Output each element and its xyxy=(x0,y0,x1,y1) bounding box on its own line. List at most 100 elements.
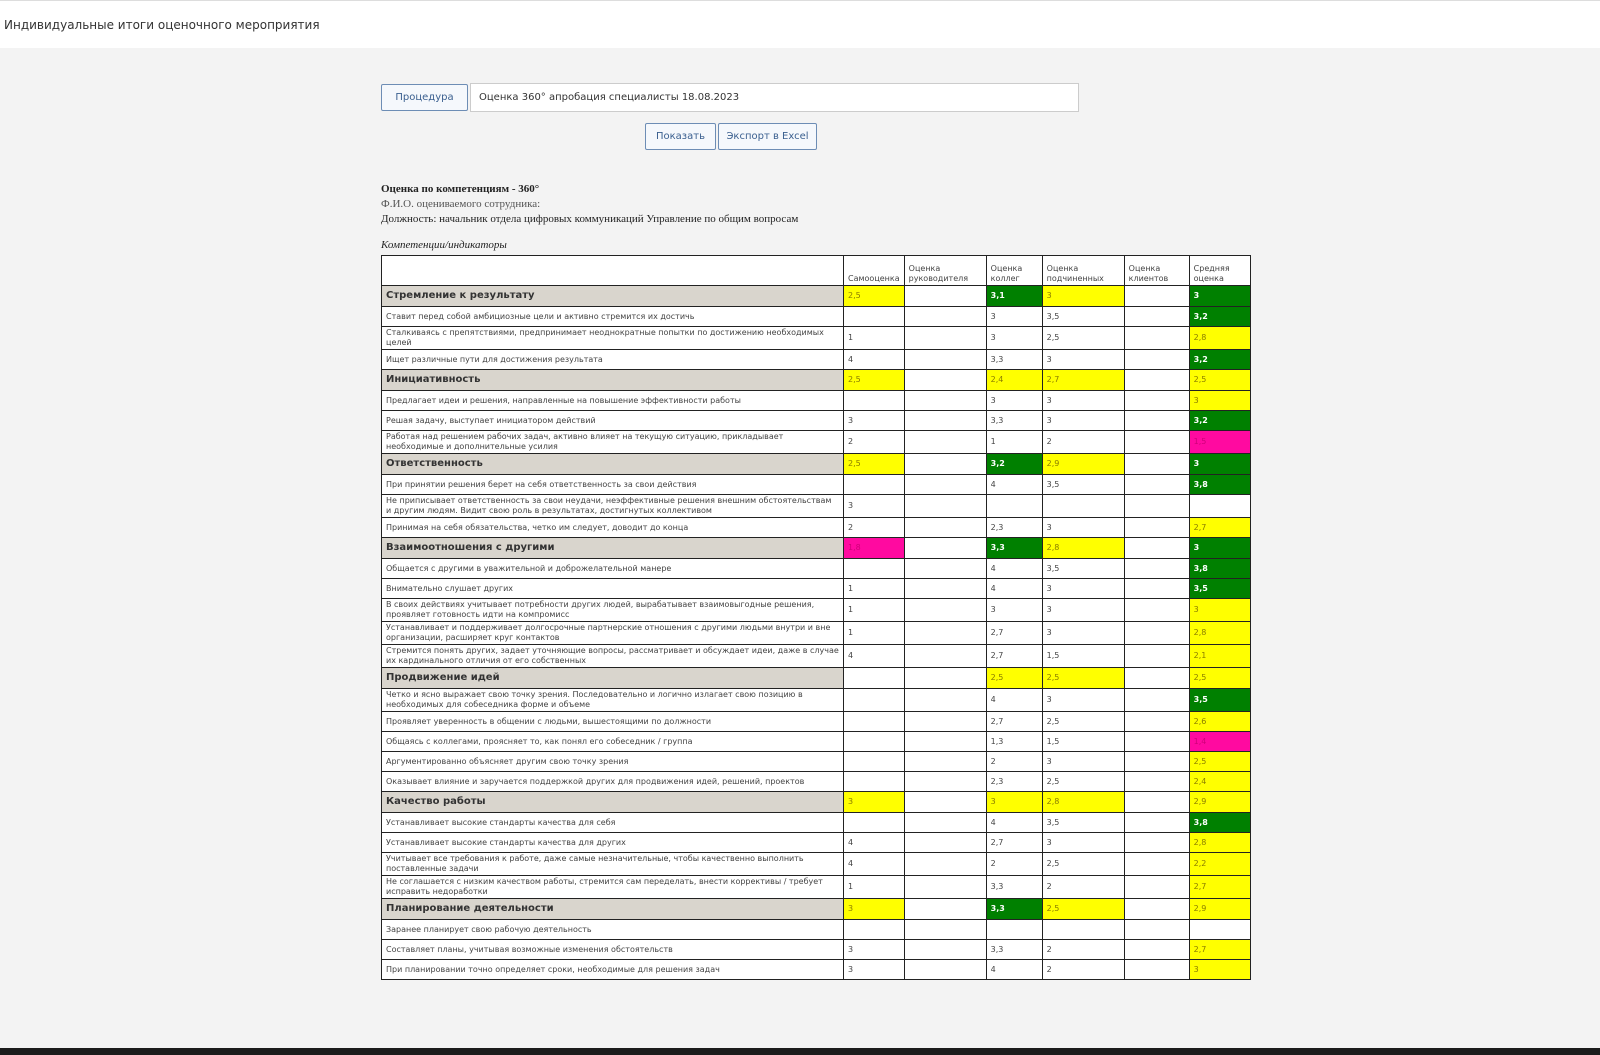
indicator-row: Сталкиваясь с препятствиями, предпринима… xyxy=(381,326,1251,350)
report-title: Оценка по компетенциям - 360° xyxy=(381,183,540,195)
score-cell: 2,9 xyxy=(1188,898,1251,920)
score-cell xyxy=(1123,852,1190,876)
score-cell xyxy=(903,453,987,475)
score-cell: 3 xyxy=(985,390,1043,411)
score-cell: 3 xyxy=(1041,598,1125,622)
score-cell: 3,2 xyxy=(1188,349,1251,370)
score-cell: 2,8 xyxy=(1188,832,1251,853)
score-cell xyxy=(903,326,987,350)
row-name: Общаясь с коллегами, проясняет то, как п… xyxy=(381,731,844,752)
score-cell xyxy=(1123,751,1190,772)
score-cell xyxy=(1123,939,1190,960)
score-cell: 2,5 xyxy=(1188,751,1251,772)
procedure-input[interactable]: Оценка 360° апробация специалисты 18.08.… xyxy=(470,83,1079,112)
score-cell: 3 xyxy=(843,959,905,980)
procedure-label[interactable]: Процедура xyxy=(381,84,468,111)
score-cell: 2,5 xyxy=(1188,667,1251,689)
results-table: Самооценка Оценка руководителя Оценка колл… xyxy=(381,255,1251,980)
score-cell xyxy=(985,919,1043,940)
score-cell xyxy=(1041,919,1125,940)
score-cell: 2 xyxy=(843,430,905,454)
competency-row: Инициативность 2,5 2,4 2,7 2,5 xyxy=(381,369,1251,391)
score-cell: 2,6 xyxy=(1188,711,1251,732)
score-cell: 2,7 xyxy=(1041,369,1125,391)
score-cell: 3 xyxy=(1041,751,1125,772)
score-cell xyxy=(1041,494,1125,518)
indicator-row: Устанавливает и поддерживает долгосрочны… xyxy=(381,621,1251,645)
row-name: Принимая на себя обязательства, четко им… xyxy=(381,517,844,538)
score-cell xyxy=(903,852,987,876)
score-cell: 2,3 xyxy=(985,517,1043,538)
indicator-row: Проявляет уверенность в общении с людьми… xyxy=(381,711,1251,732)
row-name: Устанавливает высокие стандарты качества… xyxy=(381,812,844,833)
row-name: Ищет различные пути для достижения резул… xyxy=(381,349,844,370)
score-cell: 2,5 xyxy=(1041,852,1125,876)
score-cell xyxy=(1123,558,1190,579)
score-cell: 2,8 xyxy=(1188,326,1251,350)
score-cell xyxy=(1123,285,1190,307)
score-cell: 4 xyxy=(985,474,1043,495)
score-cell: 2,5 xyxy=(1041,326,1125,350)
score-cell xyxy=(1123,369,1190,391)
score-cell xyxy=(1123,494,1190,518)
score-cell xyxy=(1123,771,1190,792)
indicator-row: Общаясь с коллегами, проясняет то, как п… xyxy=(381,731,1251,752)
indicator-row: В своих действиях учитывает потребности … xyxy=(381,598,1251,622)
score-cell: 1,4 xyxy=(1188,731,1251,752)
score-cell xyxy=(1123,474,1190,495)
score-cell: 3 xyxy=(985,326,1043,350)
score-cell xyxy=(1123,410,1190,431)
score-cell xyxy=(1123,832,1190,853)
row-name: Взаимоотношения с другими xyxy=(381,537,844,559)
score-cell xyxy=(1123,326,1190,350)
score-cell: 2,5 xyxy=(1188,369,1251,391)
score-cell xyxy=(1123,875,1190,899)
score-cell xyxy=(903,578,987,599)
score-cell: 2,8 xyxy=(1041,791,1125,813)
indicator-row: Устанавливает высокие стандарты качества… xyxy=(381,812,1251,833)
indicator-row: Не приписывает ответственность за свои н… xyxy=(381,494,1251,518)
score-cell xyxy=(843,474,905,495)
score-cell: 3,3 xyxy=(985,410,1043,431)
score-cell: 3 xyxy=(1041,578,1125,599)
score-cell: 3 xyxy=(985,306,1043,327)
score-cell: 4 xyxy=(843,832,905,853)
score-cell xyxy=(903,875,987,899)
score-cell xyxy=(903,369,987,391)
show-button[interactable]: Показать xyxy=(645,123,716,150)
score-cell: 3,5 xyxy=(1188,578,1251,599)
score-cell xyxy=(903,517,987,538)
score-cell: 2,8 xyxy=(1188,621,1251,645)
score-cell xyxy=(1123,919,1190,940)
score-cell xyxy=(1123,898,1190,920)
header-row: Самооценка Оценка руководителя Оценка колл… xyxy=(381,255,1251,286)
score-cell: 2,5 xyxy=(1041,771,1125,792)
row-name: Устанавливает высокие стандарты качества… xyxy=(381,832,844,853)
row-name: Решая задачу, выступает инициатором дейс… xyxy=(381,410,844,431)
column-header: Оценка подчиненных xyxy=(1041,255,1125,286)
score-cell: 2 xyxy=(1041,939,1125,960)
row-name: При принятии решения берет на себя ответ… xyxy=(381,474,844,495)
score-cell: 2,7 xyxy=(1188,517,1251,538)
score-cell: 3 xyxy=(1188,453,1251,475)
indicator-row: При принятии решения берет на себя ответ… xyxy=(381,474,1251,495)
score-cell: 3,2 xyxy=(1188,410,1251,431)
score-cell xyxy=(903,474,987,495)
row-name: Оказывает влияние и заручается поддержко… xyxy=(381,771,844,792)
corner-cell xyxy=(381,255,844,286)
score-cell: 2 xyxy=(985,751,1043,772)
score-cell: 2,7 xyxy=(985,621,1043,645)
score-cell xyxy=(1123,430,1190,454)
row-name: Заранее планирует свою рабочую деятельно… xyxy=(381,919,844,940)
score-cell xyxy=(903,537,987,559)
score-cell: 3 xyxy=(1188,537,1251,559)
competency-row: Ответственность 2,5 3,2 2,9 3 xyxy=(381,453,1251,475)
score-cell: 4 xyxy=(985,578,1043,599)
indicator-row: Предлагает идеи и решения, направленные … xyxy=(381,390,1251,411)
score-cell xyxy=(1123,711,1190,732)
indicator-row: Составляет планы, учитывая возможные изм… xyxy=(381,939,1251,960)
row-name: Стремление к результату xyxy=(381,285,844,307)
export-button[interactable]: Экспорт в Excel xyxy=(718,123,817,150)
score-cell xyxy=(843,751,905,772)
indicator-row: Ставит перед собой амбициозные цели и ак… xyxy=(381,306,1251,327)
